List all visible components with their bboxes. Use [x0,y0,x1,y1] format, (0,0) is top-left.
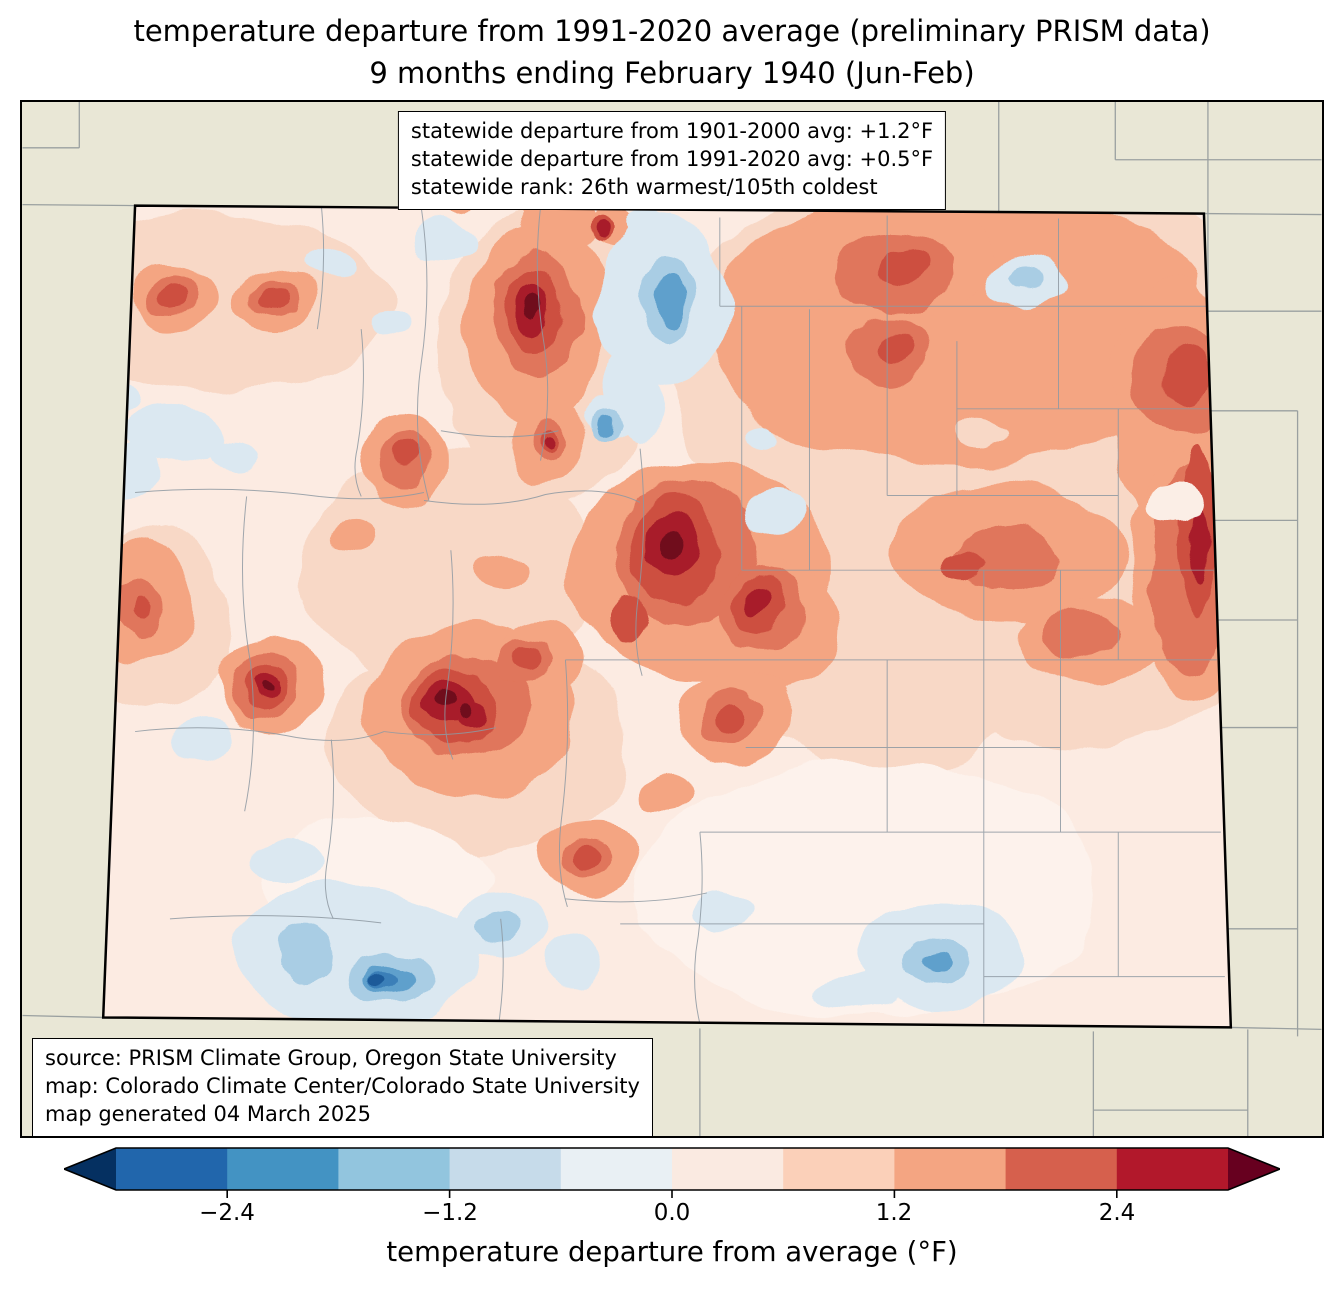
colorbar-tick-label: 1.2 [875,1200,913,1226]
source-credit-box: source: PRISM Climate Group, Oregon Stat… [32,1038,653,1137]
neutral-spots [952,414,1204,525]
colorbar-segment [560,1148,673,1190]
chart-title: temperature departure from 1991-2020 ave… [0,10,1344,94]
colorbar-segment [1005,1148,1118,1190]
colorbar-segment [116,1148,228,1190]
colorbar-segment [449,1148,562,1190]
county-boundaries [135,205,1225,1025]
colorbar-segment [338,1148,450,1190]
colorbar-segment [227,1148,339,1190]
colorbar: −2.4 −1.2 0.0 1.2 2.4 temperature depart… [64,1146,1280,1296]
map-area [20,100,1324,1138]
state-interior [103,205,1231,1028]
colorbar-tick-label: 0.0 [653,1200,691,1226]
colorbar-segment [1116,1148,1228,1190]
chart-title-line1: temperature departure from 1991-2020 ave… [133,14,1211,48]
stats-line-2: statewide departure from 1991-2020 avg: … [410,146,934,171]
colorbar-axis-label: temperature departure from average (°F) [386,1236,958,1268]
colorbar-segment [894,1148,1006,1190]
colorbar-svg [64,1147,1280,1198]
colorbar-tick-label: −1.2 [422,1200,478,1226]
statewide-stats-box: statewide departure from 1901-2000 avg: … [397,111,947,210]
colorado-map-svg [22,102,1322,1136]
colorbar-under-arrow [64,1148,116,1190]
colorbar-tick-label: 2.4 [1098,1200,1136,1226]
colorbar-segment [783,1148,895,1190]
source-line-3: map generated 04 March 2025 [45,1101,372,1126]
stats-line-3: statewide rank: 26th warmest/105th colde… [410,174,878,199]
colorbar-segment [672,1148,784,1190]
neighbor-boundaries [22,102,1322,1136]
state-border [101,204,1233,1029]
cool-anomaly-strong [277,255,1044,1004]
warm-anomaly-red [130,213,1218,868]
chart-title-line2: 9 months ending February 1940 (Jun-Feb) [369,56,975,91]
colorbar-tick-marks [226,1190,1118,1198]
source-line-1: source: PRISM Climate Group, Oregon Stat… [45,1046,617,1070]
source-line-2: map: Colorado Climate Center/Colorado St… [45,1073,640,1098]
stats-line-1: statewide departure from 1901-2000 avg: … [410,119,934,143]
colorbar-outline [64,1147,1280,1191]
colorbar-over-arrow [1228,1148,1280,1190]
colorbar-tick-label: −2.4 [199,1200,255,1226]
